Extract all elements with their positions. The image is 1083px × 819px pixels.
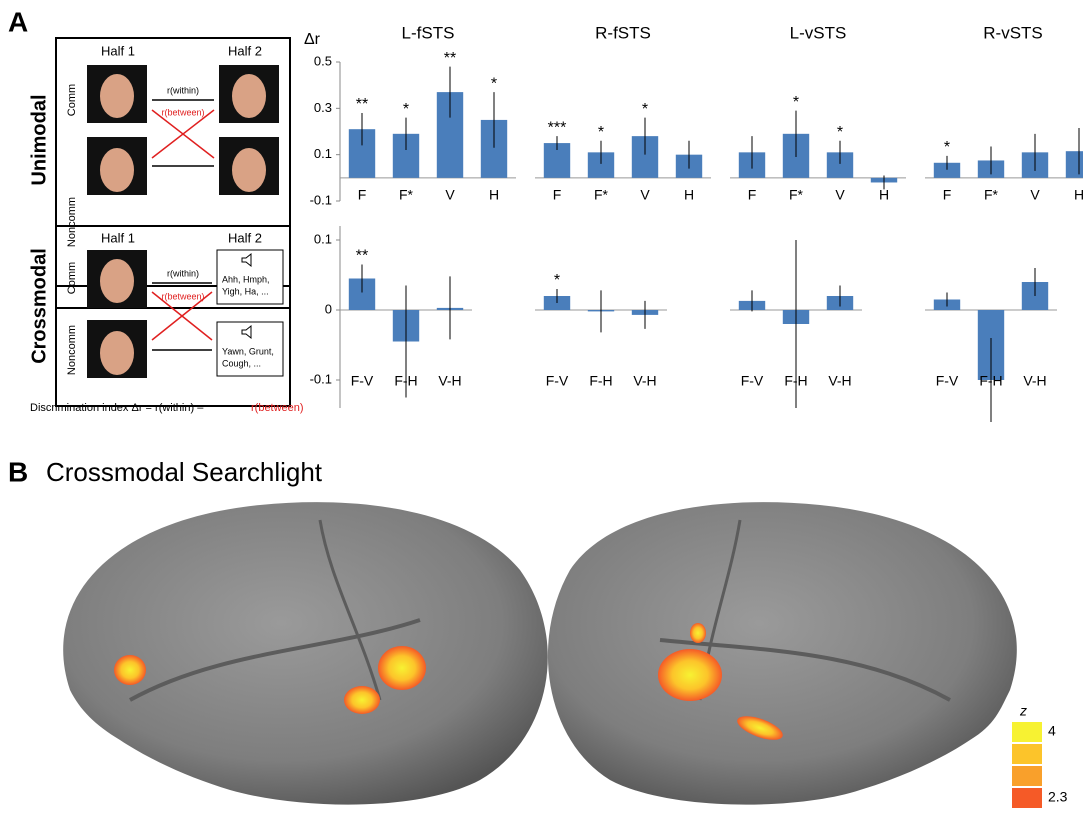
y-tick-label: 0.3 — [314, 100, 332, 115]
x-tick-label: V-H — [633, 373, 656, 389]
x-tick-label: F-H — [589, 373, 612, 389]
x-tick-label: F — [553, 187, 562, 203]
caption-red: r(between) — [251, 402, 304, 414]
significance: * — [642, 101, 648, 118]
half-label: Half 1 — [101, 43, 135, 58]
condition-label: Noncomm — [66, 197, 78, 247]
schematic-unimodal: Unimodal Half 1 Half 2 Comm Noncomm r(wi… — [28, 38, 290, 286]
figure: A Unimodal Half 1 Half 2 Comm Noncomm r(… — [0, 0, 1083, 819]
colorbar: z 4 2.3 — [1012, 703, 1068, 808]
x-tick-label: V-H — [1023, 373, 1046, 389]
x-tick-label: H — [879, 187, 889, 203]
colorbar-cell — [1012, 744, 1042, 764]
between-label: r(between) — [161, 107, 204, 117]
panel-label: B — [8, 456, 28, 487]
x-tick-label: F-H — [784, 373, 807, 389]
colorbar-cell — [1012, 788, 1042, 808]
significance: * — [837, 124, 843, 141]
significance: * — [554, 272, 560, 289]
colorbar-label: z — [1019, 703, 1027, 719]
row-label: Unimodal — [28, 94, 50, 185]
x-tick-label: F — [943, 187, 952, 203]
sound-text: Cough, ... — [222, 358, 261, 368]
chart-title: L-fSTS — [402, 23, 455, 42]
row-label: Crossmodal — [28, 248, 50, 364]
significance: ** — [444, 50, 456, 67]
half-label: Half 2 — [228, 230, 262, 245]
x-tick-label: F-V — [546, 373, 569, 389]
half-label: Half 1 — [101, 230, 135, 245]
y-tick-label: 0.1 — [314, 231, 332, 246]
sound-text: Yigh, Ha, ... — [222, 286, 269, 296]
brain-left — [63, 502, 548, 804]
x-tick-label: F* — [984, 187, 999, 203]
half-label: Half 2 — [228, 43, 262, 58]
y-tick-label: -0.1 — [310, 192, 332, 207]
y-tick-label: 0.1 — [314, 146, 332, 161]
between-label: r(between) — [161, 291, 204, 301]
significance: * — [403, 101, 409, 118]
panel-title: Crossmodal Searchlight — [46, 457, 323, 487]
caption: Discrimination index Δr = r(within) – — [30, 402, 204, 414]
x-tick-label: H — [1074, 187, 1083, 203]
x-tick-label: F-V — [936, 373, 959, 389]
significance: ** — [356, 96, 368, 113]
x-tick-label: H — [489, 187, 499, 203]
chart-title: R-fSTS — [595, 23, 651, 42]
x-tick-label: F* — [399, 187, 414, 203]
condition-label: Comm — [66, 84, 78, 116]
x-tick-label: F* — [789, 187, 804, 203]
brain-right — [548, 502, 1017, 804]
panel-label: A — [8, 6, 28, 37]
condition-label: Comm — [66, 262, 78, 294]
significance: * — [944, 139, 950, 156]
x-tick-label: H — [684, 187, 694, 203]
sound-text: Ahh, Hmph, — [222, 274, 270, 284]
x-tick-label: F-H — [394, 373, 417, 389]
within-label: r(within) — [167, 268, 199, 278]
within-label: r(within) — [167, 85, 199, 95]
colorbar-cell — [1012, 766, 1042, 786]
condition-label: Noncomm — [66, 325, 78, 375]
colorbar-tick-label: 4 — [1048, 723, 1056, 739]
colorbar-cell — [1012, 722, 1042, 742]
x-tick-label: V-H — [438, 373, 461, 389]
y-tick-label: -0.1 — [310, 371, 332, 386]
y-tick-label: 0.5 — [314, 53, 332, 68]
x-tick-label: F* — [594, 187, 609, 203]
x-tick-label: F-V — [741, 373, 764, 389]
significance: ** — [356, 248, 368, 265]
chart-title: L-vSTS — [790, 23, 847, 42]
x-tick-label: V — [640, 187, 650, 203]
colorbar-tick-label: 2.3 — [1048, 789, 1068, 805]
x-tick-label: V — [445, 187, 455, 203]
x-tick-label: F — [748, 187, 757, 203]
x-tick-label: V — [1030, 187, 1040, 203]
significance: * — [491, 75, 497, 92]
x-tick-label: V-H — [828, 373, 851, 389]
sound-text: Yawn, Grunt, — [222, 346, 274, 356]
schematic-crossmodal: Crossmodal Half 1 Half 2 Comm Noncomm Ah… — [28, 226, 290, 406]
y-axis-label: Δr — [304, 31, 321, 48]
significance: * — [793, 94, 799, 111]
chart-title: R-vSTS — [983, 23, 1043, 42]
bar — [1066, 151, 1083, 178]
significance: *** — [548, 119, 567, 136]
significance: * — [598, 124, 604, 141]
x-tick-label: V — [835, 187, 845, 203]
x-tick-label: F-H — [979, 373, 1002, 389]
x-tick-label: F-V — [351, 373, 374, 389]
x-tick-label: F — [358, 187, 367, 203]
y-tick-label: 0 — [325, 301, 332, 316]
